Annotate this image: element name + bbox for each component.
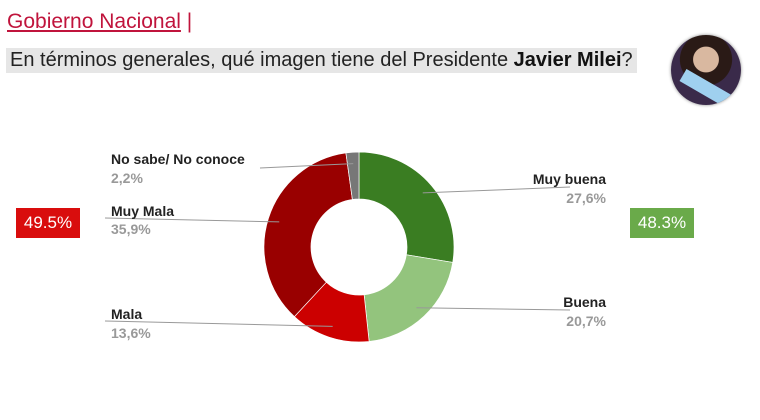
separator: | [186,10,193,33]
pct-buena: 20,7% [566,313,606,329]
question-end: ? [621,49,633,71]
slice-buena [363,254,454,342]
leader-line [104,217,280,223]
question: En términos generales, qué imagen tiene … [6,48,637,73]
pct-muy-mala: 35,9% [111,221,151,237]
label-buena: Buena [563,294,606,310]
leader-line [104,320,333,327]
section-title[interactable]: Gobierno Nacional [7,10,181,33]
question-text: En términos generales, qué imagen tiene … [10,49,514,71]
label-no-sabe: No sabe/ No conoce [111,151,245,167]
president-avatar [671,35,741,105]
question-name: Javier Milei [513,49,622,71]
label-muy-buena: Muy buena [532,171,606,187]
pct-no-sabe: 2,2% [111,170,143,186]
slice-muy-buena [358,151,455,263]
positive-total-badge: 48.3% [630,208,694,238]
leader-line [259,163,354,169]
leader-line [422,186,571,194]
pct-muy-buena: 27,6% [566,190,606,206]
section-header: Gobierno Nacional | [7,10,192,34]
slice-muy-mala [263,152,353,318]
negative-total-badge: 49.5% [16,208,80,238]
label-muy-mala: Muy Mala [111,203,175,219]
leader-line [416,307,571,311]
label-mala: Mala [111,306,143,322]
pct-mala: 13,6% [111,325,151,341]
